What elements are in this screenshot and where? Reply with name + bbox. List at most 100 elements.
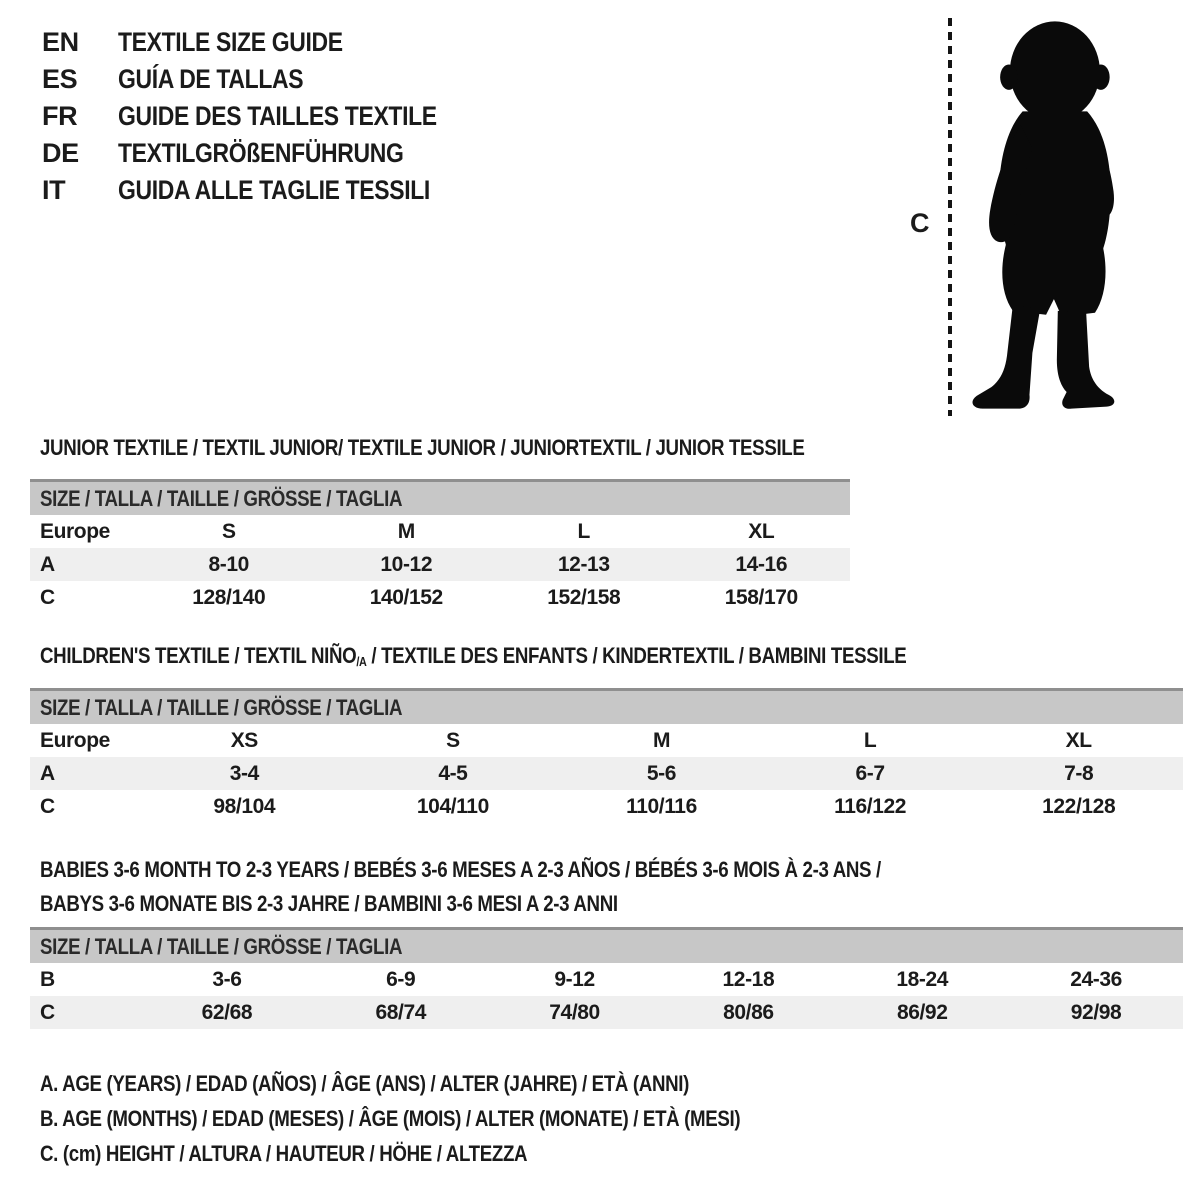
age-cell: 12-13 xyxy=(557,552,610,576)
legend-age-years: A. AGE (YEARS) / EDAD (AÑOS) / ÂGE (ANS)… xyxy=(40,1071,864,1106)
row-label: C xyxy=(40,794,55,818)
height-cell: 128/140 xyxy=(192,585,266,609)
baby-silhouette-icon xyxy=(972,21,1115,409)
lang-code: DE xyxy=(42,138,79,168)
size-header-row: SIZE / TALLA / TAILLE / GRÖSSE / TAGLIA xyxy=(30,691,1183,724)
row-label: C xyxy=(40,585,55,609)
babies-section-title: BABIES 3-6 MONTH TO 2-3 YEARS / BEBÉS 3-… xyxy=(40,853,1029,921)
size-header-row: SIZE / TALLA / TAILLE / GRÖSSE / TAGLIA xyxy=(30,482,850,515)
table-row-height: C 98/104 104/110 110/116 116/122 122/128 xyxy=(30,790,1183,823)
guide-title: TEXTILE SIZE GUIDE xyxy=(118,27,343,57)
legend-text: B. AGE (MONTHS) / EDAD (MESES) / ÂGE (MO… xyxy=(40,1106,741,1131)
guide-title: TEXTILGRÖßENFÜHRUNG xyxy=(118,138,404,168)
title-part: CHILDREN'S TEXTILE / TEXTIL NIÑO xyxy=(40,643,357,668)
row-label: Europe xyxy=(40,519,110,543)
age-cell: 6-7 xyxy=(855,761,886,785)
table-row-europe: Europe S M L XL xyxy=(30,515,850,548)
height-cell: 104/110 xyxy=(416,794,489,818)
row-label: Europe xyxy=(40,728,110,752)
size-header-label: SIZE / TALLA / TAILLE / GRÖSSE / TAGLIA xyxy=(40,485,403,511)
size-header-row: SIZE / TALLA / TAILLE / GRÖSSE / TAGLIA xyxy=(30,930,1183,963)
babies-size-table: SIZE / TALLA / TAILLE / GRÖSSE / TAGLIA … xyxy=(30,927,1183,1029)
size-header-label: SIZE / TALLA / TAILLE / GRÖSSE / TAGLIA xyxy=(40,933,403,959)
lang-code: IT xyxy=(42,175,66,205)
language-title-list: EN TEXTILE SIZE GUIDE ES GUÍA DE TALLAS … xyxy=(42,24,493,209)
height-measure-dashed-line xyxy=(948,18,952,416)
height-cell: 122/128 xyxy=(1042,794,1116,818)
size-header-label: SIZE / TALLA / TAILLE / GRÖSSE / TAGLIA xyxy=(40,694,403,720)
age-cell: 4-5 xyxy=(438,761,468,785)
children-section-title-text: CHILDREN'S TEXTILE / TEXTIL NIÑO/A / TEX… xyxy=(40,639,907,679)
height-dimension-label: C xyxy=(910,208,930,238)
size-cell: L xyxy=(577,519,591,543)
height-cell: 92/98 xyxy=(1070,1000,1122,1024)
lang-code: ES xyxy=(42,64,78,94)
height-cell: 98/104 xyxy=(213,794,276,818)
size-cell: XS xyxy=(230,728,259,752)
babies-title-line2: BABYS 3-6 MONATE BIS 2-3 JAHRE / BAMBINI… xyxy=(40,891,618,916)
age-cell: 14-16 xyxy=(735,552,788,576)
lang-code: EN xyxy=(42,27,79,57)
lang-row-it: IT GUIDA ALLE TAGLIE TESSILI xyxy=(42,172,493,209)
age-cell: 5-6 xyxy=(646,761,677,785)
age-cell: 8-10 xyxy=(208,552,250,576)
size-cell: L xyxy=(863,728,877,752)
months-cell: 6-9 xyxy=(386,967,416,991)
junior-section-title-text: JUNIOR TEXTILE / TEXTIL JUNIOR/ TEXTILE … xyxy=(40,435,805,460)
lang-row-en: EN TEXTILE SIZE GUIDE xyxy=(42,24,493,61)
dimension-legend: A. AGE (YEARS) / EDAD (AÑOS) / ÂGE (ANS)… xyxy=(40,1071,864,1176)
size-cell: S xyxy=(446,728,460,752)
height-cell: 152/158 xyxy=(547,585,621,609)
row-label: A xyxy=(40,761,55,785)
size-cell: S xyxy=(221,519,236,543)
row-label: A xyxy=(40,552,55,576)
height-cell: 110/116 xyxy=(626,794,697,818)
table-row-height: C 128/140 140/152 152/158 158/170 xyxy=(30,581,850,614)
legend-age-months: B. AGE (MONTHS) / EDAD (MESES) / ÂGE (MO… xyxy=(40,1106,864,1141)
legend-height-cm: C. (cm) HEIGHT / ALTURA / HAUTEUR / HÖHE… xyxy=(40,1141,864,1176)
table-row-months: B 3-6 6-9 9-12 12-18 18-24 24-36 xyxy=(30,963,1183,996)
age-cell: 7-8 xyxy=(1064,761,1094,785)
height-cell: 68/74 xyxy=(375,1000,427,1024)
months-cell: 3-6 xyxy=(212,967,242,991)
title-part: / TEXTILE DES ENFANTS / KINDERTEXTIL / B… xyxy=(366,643,907,668)
table-row-europe: Europe XS S M L XL xyxy=(30,724,1183,757)
table-row-age: A 8-10 10-12 12-13 14-16 xyxy=(30,548,850,581)
lang-row-de: DE TEXTILGRÖßENFÜHRUNG xyxy=(42,135,493,172)
months-cell: 18-24 xyxy=(896,967,949,991)
age-cell: 3-4 xyxy=(229,761,260,785)
table-row-age: A 3-4 4-5 5-6 6-7 7-8 xyxy=(30,757,1183,790)
guide-title: GUÍA DE TALLAS xyxy=(118,64,304,94)
age-cell: 10-12 xyxy=(380,552,433,576)
lang-code: FR xyxy=(42,101,78,131)
legend-text: C. (cm) HEIGHT / ALTURA / HAUTEUR / HÖHE… xyxy=(40,1141,528,1166)
children-size-table: SIZE / TALLA / TAILLE / GRÖSSE / TAGLIA … xyxy=(30,688,1183,823)
title-subscript: /A xyxy=(356,654,367,670)
months-cell: 9-12 xyxy=(554,967,595,991)
row-label: B xyxy=(40,967,55,991)
height-cell: 80/86 xyxy=(723,1000,774,1024)
guide-title: GUIDE DES TAILLES TEXTILE xyxy=(118,101,437,131)
guide-title: GUIDA ALLE TAGLIE TESSILI xyxy=(118,175,430,205)
height-cell: 74/80 xyxy=(549,1000,600,1024)
children-section-title: CHILDREN'S TEXTILE / TEXTIL NIÑO/A / TEX… xyxy=(40,639,1059,679)
size-cell: M xyxy=(397,519,415,543)
babies-title-line1: BABIES 3-6 MONTH TO 2-3 YEARS / BEBÉS 3-… xyxy=(40,857,881,882)
height-cell: 158/170 xyxy=(724,585,799,609)
lang-row-fr: FR GUIDE DES TAILLES TEXTILE xyxy=(42,98,493,135)
height-cell: 140/152 xyxy=(369,585,444,609)
height-cell: 86/92 xyxy=(896,1000,948,1024)
junior-section-title: JUNIOR TEXTILE / TEXTIL JUNIOR/ TEXTILE … xyxy=(40,431,939,465)
legend-text: A. AGE (YEARS) / EDAD (AÑOS) / ÂGE (ANS)… xyxy=(40,1071,690,1096)
size-cell: M xyxy=(652,728,671,752)
height-cell: 116/122 xyxy=(834,794,907,818)
height-cell: 62/68 xyxy=(201,1000,253,1024)
size-cell: XL xyxy=(748,519,775,543)
months-cell: 12-18 xyxy=(722,967,775,991)
size-cell: XL xyxy=(1065,728,1092,752)
months-cell: 24-36 xyxy=(1070,967,1122,991)
junior-size-table: SIZE / TALLA / TAILLE / GRÖSSE / TAGLIA … xyxy=(30,479,850,614)
lang-row-es: ES GUÍA DE TALLAS xyxy=(42,61,493,98)
table-row-height: C 62/68 68/74 74/80 80/86 86/92 92/98 xyxy=(30,996,1183,1029)
